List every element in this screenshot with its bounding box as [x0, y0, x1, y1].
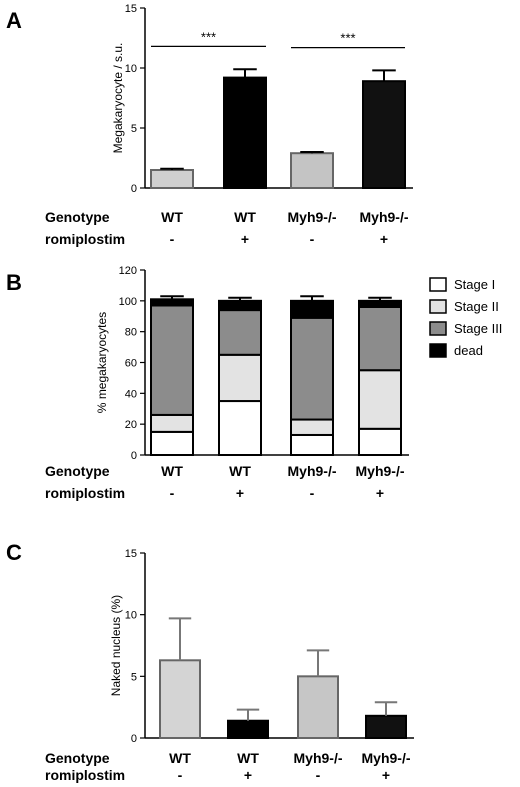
panel-letter-a: A [6, 8, 22, 33]
bar-segment-dead [218, 299, 262, 312]
chart-panel-a: 0 5 10 15 Megakaryocyte / s.u. *** *** Genotype… [45, 3, 413, 247]
romiplostim-row-label: romiplostim [45, 485, 125, 501]
bar [227, 719, 269, 740]
romiplostim-row-label: romiplostim [45, 767, 125, 783]
romiplostim-row-label: romiplostim [45, 231, 125, 247]
y-tick-label: 10 [125, 63, 137, 75]
genotype-label: WT [161, 209, 183, 225]
panel-letter-b: B [6, 270, 22, 295]
bar [290, 152, 334, 189]
chart-panel-b: 0 20 40 60 80 100 120 % megakaryocytes Stage I St… [45, 265, 502, 501]
legend-swatch [429, 343, 447, 358]
significance-label: *** [201, 29, 216, 44]
bar [365, 714, 407, 739]
chart-panel-c: 0 5 10 15 Naked nucleus (%) Genotyperomiplost… [45, 548, 414, 783]
treatment-label: + [380, 231, 388, 247]
treatment-label: + [376, 485, 384, 501]
y-tick-label: 5 [131, 123, 137, 135]
genotype-label: WT [169, 750, 191, 766]
treatment-label: - [170, 485, 175, 501]
bar-segment-stage-iii [150, 304, 194, 416]
genotype-label: WT [234, 209, 256, 225]
treatment-label: - [316, 767, 321, 783]
genotype-label: Myh9-/- [294, 750, 343, 766]
bar [150, 169, 194, 189]
bar-segment-stage-ii [290, 418, 334, 436]
genotype-row-label: Genotype [45, 463, 110, 479]
bar-segment-dead [290, 299, 334, 319]
y-tick-label: 80 [125, 327, 137, 339]
y-tick-label: 20 [125, 419, 137, 431]
genotype-label: WT [237, 750, 259, 766]
genotype-row-label: Genotype [45, 750, 110, 766]
significance-label: *** [340, 31, 355, 46]
genotype-label: Myh9-/- [288, 463, 337, 479]
treatment-label: + [236, 485, 244, 501]
bar-segment-stage-i [218, 400, 262, 456]
y-tick-label: 40 [125, 388, 137, 400]
y-tick-label: 10 [125, 610, 137, 622]
legend-swatch [429, 321, 447, 336]
bar [297, 675, 339, 739]
legend-label: dead [454, 343, 483, 358]
genotype-label: Myh9-/- [360, 209, 409, 225]
bar-segment-dead [150, 298, 194, 307]
treatment-label: + [382, 767, 390, 783]
bar-segment-stage-iii [290, 316, 334, 421]
bar-segment-stage-iii [218, 309, 262, 356]
treatment-label: + [244, 767, 252, 783]
treatment-label: - [178, 767, 183, 783]
genotype-label: Myh9-/- [356, 463, 405, 479]
bar-segment-stage-ii [358, 369, 402, 430]
y-axis-label: Naked nucleus (%) [109, 595, 123, 696]
legend-label: Stage III [454, 321, 502, 336]
treatment-label: - [310, 231, 315, 247]
y-tick-label: 0 [131, 183, 137, 195]
genotype-label: Myh9-/- [288, 209, 337, 225]
y-axis-label: Megakaryocyte / s.u. [111, 43, 125, 154]
bar-segment-stage-i [358, 427, 402, 456]
bar [159, 659, 201, 739]
y-tick-label: 0 [131, 733, 137, 745]
bar-segment-stage-i [150, 430, 194, 456]
panel-letter-c: C [6, 540, 22, 565]
bar [223, 76, 267, 189]
legend-swatch [429, 299, 447, 314]
genotype-label: Myh9-/- [362, 750, 411, 766]
bar-segment-stage-iii [358, 306, 402, 372]
y-tick-label: 60 [125, 358, 137, 370]
treatment-label: + [241, 231, 249, 247]
y-axis-label: % megakaryocytes [95, 312, 109, 413]
bar-segment-dead [358, 299, 402, 309]
legend-label: Stage I [454, 277, 495, 292]
treatment-label: - [170, 231, 175, 247]
genotype-label: WT [161, 463, 183, 479]
legend-swatch [429, 277, 447, 292]
genotype-row-label: Genotype [45, 209, 110, 225]
legend-label: Stage II [454, 299, 499, 314]
bar-segment-stage-i [290, 433, 334, 457]
y-tick-label: 5 [131, 671, 137, 683]
y-tick-label: 0 [131, 450, 137, 462]
bar-segment-stage-ii [218, 353, 262, 403]
bar [362, 80, 406, 189]
bar-segment-stage-ii [150, 413, 194, 433]
y-tick-label: 120 [119, 265, 137, 277]
y-tick-label: 100 [119, 296, 137, 308]
y-tick-label: 15 [125, 3, 137, 15]
treatment-label: - [310, 485, 315, 501]
y-tick-label: 15 [125, 548, 137, 560]
genotype-label: WT [229, 463, 251, 479]
